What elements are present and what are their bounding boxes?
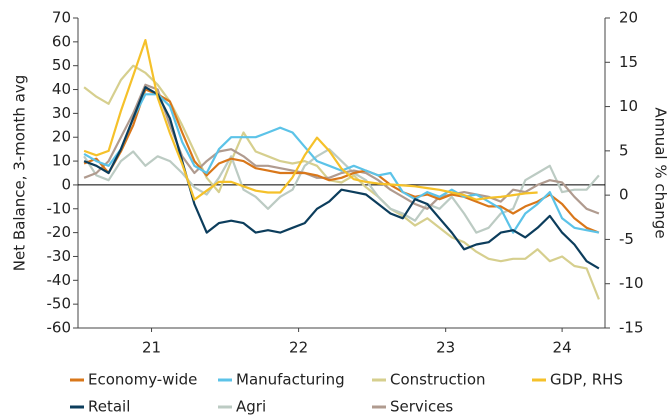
y2-tick-label: -15 bbox=[619, 319, 644, 337]
legend-label: Manufacturing bbox=[236, 371, 345, 389]
legend-label: Services bbox=[390, 398, 453, 416]
legend-label: GDP, RHS bbox=[550, 371, 623, 389]
y-tick-label: -40 bbox=[47, 271, 72, 289]
y2-tick-label: 15 bbox=[619, 53, 638, 71]
y-tick-label: -30 bbox=[47, 247, 72, 265]
legend-label: Construction bbox=[390, 371, 486, 389]
y2-tick-label: -10 bbox=[619, 274, 644, 292]
series-line bbox=[83, 93, 600, 234]
series-line bbox=[83, 39, 538, 201]
y2-tick-label: 0 bbox=[619, 186, 629, 204]
legend-label: Economy-wide bbox=[88, 371, 197, 389]
y-tick-label: 60 bbox=[52, 32, 71, 50]
y-tick-label: 10 bbox=[52, 152, 71, 170]
y-tick-label: -50 bbox=[47, 295, 72, 313]
y-tick-label: -20 bbox=[47, 223, 72, 241]
y-tick-label: -60 bbox=[47, 319, 72, 337]
y-tick-label: 30 bbox=[52, 104, 71, 122]
x-tick-label: 24 bbox=[553, 339, 572, 357]
x-tick-label: 23 bbox=[436, 339, 455, 357]
y2-axis-title: Annual % change bbox=[652, 107, 670, 238]
series-line bbox=[83, 148, 600, 234]
series-line bbox=[83, 88, 600, 234]
y2-tick-label: 20 bbox=[619, 9, 638, 27]
x-tick-label: 22 bbox=[289, 339, 308, 357]
y-tick-label: 70 bbox=[52, 9, 71, 27]
legend-label: Agri bbox=[236, 398, 266, 416]
series-line bbox=[83, 86, 600, 270]
y-tick-label: -10 bbox=[47, 199, 72, 217]
y-tick-label: 50 bbox=[52, 56, 71, 74]
y2-tick-label: -5 bbox=[619, 230, 634, 248]
y2-tick-label: 10 bbox=[619, 97, 638, 115]
y-tick-label: 0 bbox=[61, 175, 71, 193]
y-tick-label: 20 bbox=[52, 128, 71, 146]
y-axis-title: Net Balance, 3-month avg bbox=[11, 75, 29, 271]
legend-label: Retail bbox=[88, 398, 130, 416]
y-tick-label: 40 bbox=[52, 80, 71, 98]
x-tick-label: 21 bbox=[142, 339, 161, 357]
y2-tick-label: 5 bbox=[619, 141, 629, 159]
series-line bbox=[83, 83, 600, 215]
